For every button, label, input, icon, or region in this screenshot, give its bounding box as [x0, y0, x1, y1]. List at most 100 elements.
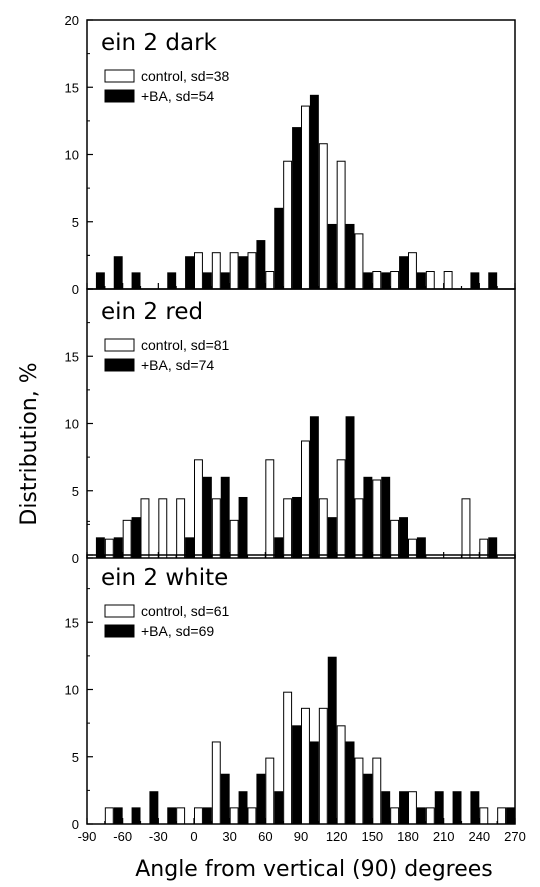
legend-label: +BA, sd=54 — [141, 88, 214, 104]
ba-bar — [327, 656, 337, 825]
legend-label: +BA, sd=74 — [141, 357, 214, 373]
y-tick-label: 15 — [65, 349, 79, 364]
control-bar — [229, 807, 239, 825]
control-bar — [390, 519, 400, 559]
control-bar — [336, 160, 346, 290]
control-bar — [461, 498, 471, 559]
control-bar — [194, 459, 203, 559]
ba-bar — [381, 791, 391, 825]
ba-bar — [202, 272, 212, 290]
ba-bar — [131, 807, 141, 825]
y-tick-label: 0 — [72, 282, 79, 297]
ba-bar — [345, 223, 355, 290]
control-bar — [372, 271, 382, 290]
control-bar — [497, 807, 507, 825]
ba-bar — [113, 256, 123, 290]
control-bar — [158, 498, 168, 559]
ba-bar — [327, 223, 337, 290]
control-bar — [408, 252, 417, 290]
y-tick-label: 0 — [72, 817, 79, 832]
ba-bar — [292, 127, 301, 290]
x-tick-label: 0 — [190, 829, 197, 844]
control-bar — [372, 479, 382, 559]
control-bar — [247, 807, 257, 825]
ba-bar — [238, 496, 248, 559]
ba-bar — [345, 741, 355, 825]
ba-bar — [238, 791, 248, 825]
control-bar — [301, 707, 310, 825]
ba-bar — [416, 807, 426, 825]
control-bar — [354, 498, 364, 559]
ba-bar — [202, 476, 212, 559]
legend-swatch — [104, 338, 135, 352]
panel-3: 0 5 10 15 -90 -60 -30 0 30 60 90 120 150 180 210 240 270… — [65, 520, 526, 844]
y-tick-label: 10 — [65, 683, 79, 698]
ba-bar — [470, 272, 480, 290]
ba-bar — [238, 256, 248, 290]
control-bar — [318, 707, 328, 825]
panel-title: ein 2 dark — [101, 30, 218, 56]
control-bar — [390, 807, 400, 825]
ba-bar — [220, 476, 230, 559]
control-bar — [265, 757, 275, 825]
ba-bar — [95, 272, 105, 290]
control-bar — [336, 725, 346, 825]
control-bar — [122, 519, 132, 559]
ba-bar — [256, 773, 266, 825]
control-bar — [229, 252, 239, 290]
ba-bar — [345, 416, 355, 559]
x-tick-label: 30 — [222, 829, 236, 844]
ba-bar — [256, 240, 266, 290]
x-tick-label: 60 — [258, 829, 272, 844]
control-bar — [265, 271, 275, 290]
ba-bar — [488, 272, 498, 290]
y-axis-label: Distribution, % — [17, 362, 42, 525]
control-bar — [425, 271, 435, 290]
control-bar — [211, 252, 221, 290]
legend-swatch — [104, 69, 135, 83]
control-bar — [318, 498, 328, 559]
y-tick-label: 10 — [65, 417, 79, 432]
ba-bar — [363, 773, 373, 825]
control-bar — [372, 757, 382, 825]
panel-2: 0 5 10 15 ein 2 red control, sd=81 +BA, sd=74 — [65, 254, 516, 566]
legend-swatch — [104, 624, 135, 638]
ba-bar — [309, 741, 319, 825]
legend-swatch — [104, 604, 135, 618]
control-bar — [176, 807, 186, 825]
x-tick-label: -90 — [78, 829, 97, 844]
ba-bar — [327, 517, 337, 559]
y-tick-label: 15 — [65, 80, 79, 95]
ba-bar — [381, 476, 391, 559]
ba-bar — [131, 272, 141, 290]
ba-bar — [185, 256, 195, 290]
control-bar — [425, 807, 435, 825]
legend-label: control, sd=38 — [141, 68, 230, 84]
y-tick-label: 15 — [65, 615, 79, 630]
ba-bar — [309, 94, 319, 290]
ba-bar — [381, 272, 391, 290]
ba-bar — [292, 496, 301, 559]
control-bar — [354, 757, 364, 825]
y-tick-label: 5 — [72, 484, 79, 499]
control-bar — [301, 440, 310, 559]
x-tick-label: 120 — [326, 829, 348, 844]
ba-bar — [363, 476, 373, 559]
x-axis-label: Angle from vertical (90) degrees — [135, 857, 493, 882]
control-bar — [176, 498, 186, 559]
control-bar — [318, 143, 328, 290]
ba-bar — [470, 791, 480, 825]
y-tick-label: 20 — [65, 13, 79, 28]
legend-swatch — [104, 89, 135, 103]
ba-bar — [309, 416, 319, 559]
ba-bar — [399, 256, 408, 290]
y-tick-label: 5 — [72, 750, 79, 765]
control-bar — [390, 271, 400, 290]
panel-title: ein 2 white — [101, 565, 228, 591]
ba-bar — [363, 272, 373, 290]
control-bar — [140, 498, 150, 559]
ba-bar — [399, 791, 408, 825]
control-bar — [211, 498, 221, 559]
panel-1: 0 5 10 15 20 ein 2 dark control, sd=38 +BA, sd=… — [65, 13, 516, 297]
